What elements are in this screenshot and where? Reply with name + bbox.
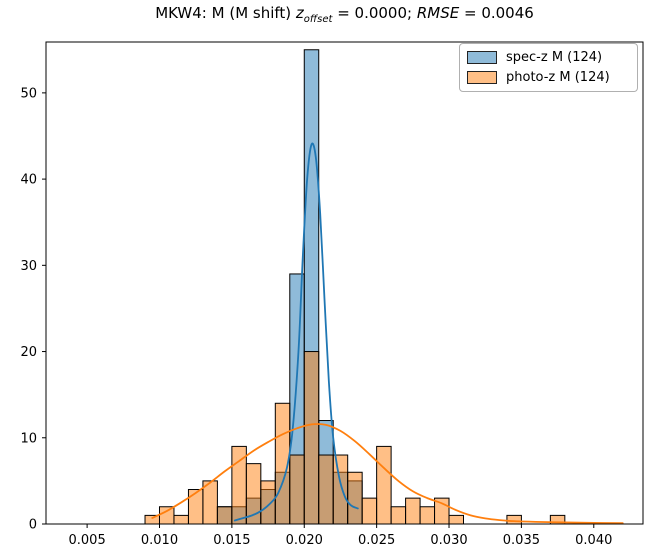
- hist-bar-photoz: [173, 514, 189, 525]
- hist-bar-photoz: [405, 497, 421, 525]
- title-rmse-symbol: RMSE: [416, 4, 460, 22]
- y-tick-label: 40: [20, 173, 37, 188]
- kde-curve-photoz: [151, 423, 624, 525]
- title-z-subscript: offset: [303, 14, 333, 25]
- legend-label-photoz: photo-z M (124): [506, 69, 610, 85]
- x-tick-label: 0.040: [575, 533, 612, 548]
- hist-bar-photoz: [448, 514, 464, 525]
- hist-bar-photoz: [260, 480, 276, 525]
- x-tick-label: 0.020: [286, 533, 323, 548]
- hist-bar-photoz: [187, 489, 204, 525]
- hist-bar-photoz: [289, 454, 305, 525]
- hist-bar-photoz: [216, 506, 233, 525]
- y-tick-label: 50: [20, 86, 37, 101]
- hist-bar-photoz: [390, 506, 407, 525]
- chart-title: MKW4: M (M shift) zoffset = 0.0000; RMSE…: [46, 4, 643, 25]
- hist-bar-photoz: [347, 471, 363, 525]
- kde-curve-specz: [233, 142, 359, 522]
- y-tick-label: 20: [20, 345, 37, 360]
- title-text: MKW4: M (M shift): [155, 4, 296, 22]
- x-tick-label: 0.010: [141, 533, 178, 548]
- x-tick-label: 0.015: [213, 533, 250, 548]
- legend-patch-specz-icon: [467, 51, 497, 65]
- hist-bar-photoz: [144, 514, 161, 525]
- hist-bar-photoz: [376, 445, 392, 525]
- hist-bar-photoz: [361, 497, 378, 525]
- legend-item-specz: spec-z M (124): [467, 50, 630, 65]
- hist-bar-photoz: [419, 506, 436, 525]
- y-tick-label: 30: [20, 259, 37, 274]
- hist-bar-photoz: [158, 506, 175, 525]
- hist-bar-photoz: [506, 514, 522, 525]
- legend: spec-z M (124) photo-z M (124): [459, 43, 638, 92]
- axes-spines: [45, 41, 644, 525]
- legend-label-specz: spec-z M (124): [506, 50, 603, 66]
- y-tick-label: 10: [20, 431, 37, 446]
- hist-bar-photoz: [318, 454, 334, 525]
- x-tick-label: 0.035: [503, 533, 540, 548]
- title-rmse-value: = 0.0046: [459, 4, 534, 22]
- legend-patch-photoz-icon: [467, 70, 497, 84]
- hist-bar-photoz: [303, 351, 320, 525]
- y-tick-label: 0: [29, 518, 37, 533]
- hist-bar-photoz: [332, 454, 349, 525]
- legend-item-photoz: photo-z M (124): [467, 70, 630, 85]
- x-tick-label: 0.005: [69, 533, 106, 548]
- x-tick-label: 0.025: [358, 533, 395, 548]
- title-z-symbol: z: [295, 4, 304, 22]
- title-zoffset-value: = 0.0000;: [332, 4, 417, 22]
- x-tick-label: 0.030: [430, 533, 467, 548]
